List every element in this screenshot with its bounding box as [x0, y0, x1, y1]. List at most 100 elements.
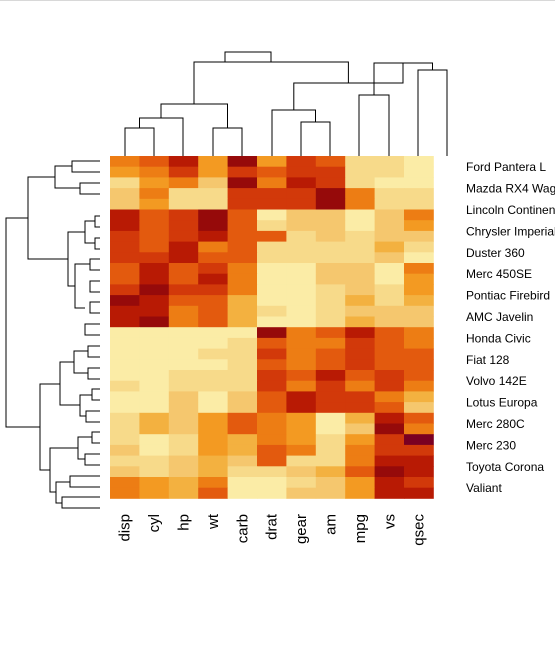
heatmap-cell — [404, 402, 434, 414]
heatmap-cell — [139, 273, 170, 285]
heatmap-cell — [198, 305, 228, 317]
heatmap-cell — [257, 209, 287, 221]
heatmap-cell — [227, 370, 258, 382]
heatmap-cell — [315, 263, 346, 275]
heatmap-cell — [315, 166, 346, 178]
heatmap-cell — [374, 466, 405, 478]
heatmap-cell — [198, 252, 228, 264]
heatmap-cell — [374, 241, 405, 253]
heatmap-cell — [110, 380, 140, 392]
heatmap-cell — [168, 337, 199, 349]
column-label: am — [323, 514, 340, 535]
dendrogram-branch — [91, 388, 100, 401]
dendrogram-branch — [79, 182, 100, 195]
heatmap-cell — [374, 177, 405, 189]
heatmap-cell — [198, 166, 228, 178]
heatmap-cell — [257, 316, 287, 328]
heatmap-cell — [139, 487, 170, 499]
heatmap-cell — [227, 359, 258, 371]
heatmap-cell — [345, 252, 375, 264]
heatmap-cell — [198, 412, 228, 424]
heatmap-cell — [286, 263, 317, 275]
heatmap-cell — [257, 434, 287, 446]
heatmap-cell — [110, 391, 140, 403]
heatmap-cell — [345, 444, 375, 456]
heatmap-cell — [168, 156, 199, 168]
heatmap-cell — [374, 263, 405, 275]
heatmap-cell — [286, 391, 317, 403]
heatmap-cell — [286, 241, 317, 253]
heatmap-cell — [315, 156, 346, 168]
heatmap-cell — [139, 177, 170, 189]
heatmap-cell — [286, 177, 317, 189]
heatmap-cell — [374, 455, 405, 467]
heatmap-cell — [168, 263, 199, 275]
heatmap-cell — [227, 477, 258, 489]
heatmap-cell — [257, 295, 287, 307]
heatmap-cell — [404, 380, 434, 392]
heatmap-cell — [374, 230, 405, 242]
heatmap-cell — [404, 423, 434, 435]
row-label: Valiant — [466, 481, 502, 495]
heatmap-cell — [374, 359, 405, 371]
heatmap-cell — [168, 466, 199, 478]
heatmap-cell — [286, 156, 317, 168]
heatmap-cell — [286, 327, 317, 339]
heatmap-cell — [374, 327, 405, 339]
heatmap-cell — [198, 466, 228, 478]
heatmap-cell — [168, 273, 199, 285]
heatmap-cell — [227, 188, 258, 200]
heatmap-cell — [374, 252, 405, 264]
heatmap-cell — [345, 209, 375, 221]
heatmap-cell — [315, 177, 346, 189]
heatmap-cell — [168, 370, 199, 382]
dendrogram-branch — [61, 496, 100, 509]
heatmap-cell — [404, 477, 434, 489]
heatmap-cell — [198, 444, 228, 456]
top-border — [0, 0, 555, 1]
dendrogram-branch — [73, 350, 88, 374]
row-label: Lincoln Continental — [466, 203, 555, 217]
dendrogram-branch — [124, 127, 155, 156]
heatmap-cell — [198, 220, 228, 232]
heatmap-cell — [404, 166, 434, 178]
heatmap-cell — [198, 477, 228, 489]
heatmap-cell — [286, 487, 317, 499]
heatmap-cell — [315, 380, 346, 392]
column-label: cyl — [146, 514, 163, 532]
heatmap-cell — [257, 327, 287, 339]
heatmap-cell — [139, 209, 170, 221]
heatmap-cell — [374, 273, 405, 285]
heatmap-cell — [315, 209, 346, 221]
heatmap-cell — [227, 166, 258, 178]
heatmap-cell — [345, 412, 375, 424]
column-label: hp — [176, 514, 193, 531]
heatmap-cell — [286, 209, 317, 221]
heatmap-cell — [286, 284, 317, 296]
heatmap-cell — [404, 230, 434, 242]
heatmap-cell — [374, 444, 405, 456]
heatmap-cell — [168, 220, 199, 232]
heatmap-cell — [315, 391, 346, 403]
heatmap-cell — [345, 337, 375, 349]
heatmap-cell — [345, 434, 375, 446]
heatmap-cell — [227, 230, 258, 242]
heatmap-cell — [198, 337, 228, 349]
heatmap-cell — [257, 370, 287, 382]
heatmap-cell — [345, 230, 375, 242]
heatmap-cell — [345, 198, 375, 210]
heatmap-cell — [404, 177, 434, 189]
heatmap-cell — [110, 305, 140, 317]
heatmap-cell — [168, 391, 199, 403]
heatmap-cell — [198, 273, 228, 285]
heatmap-cell — [286, 412, 317, 424]
heatmap-cell — [374, 284, 405, 296]
heatmap-cell — [315, 337, 346, 349]
heatmap-cell — [227, 444, 258, 456]
heatmap-cell — [110, 188, 140, 200]
heatmap-cell — [257, 156, 287, 168]
dendrogram-branch — [49, 447, 78, 493]
heatmap-cell — [315, 284, 346, 296]
row-label: Mazda RX4 Wag — [466, 182, 555, 196]
heatmap-cell — [198, 209, 228, 221]
